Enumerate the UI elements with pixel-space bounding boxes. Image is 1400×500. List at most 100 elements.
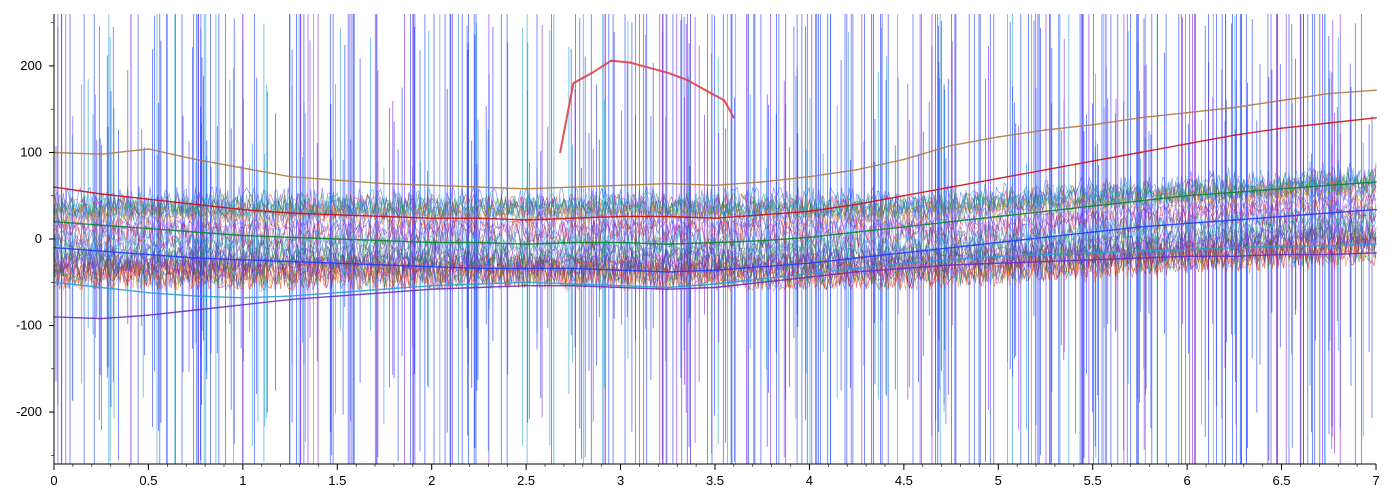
- x-tick-label: 1: [239, 473, 246, 488]
- series-point: [572, 217, 575, 219]
- series-point: [1139, 226, 1141, 228]
- series-point: [100, 286, 102, 289]
- axes-layer: 0 0.5 1 1.5 2 2.5 3 3.5 4 4.5 5 5.5 6 6.5 7 200 100 0 -100…: [16, 14, 1380, 488]
- series-point: [289, 175, 291, 178]
- series-point: [194, 231, 197, 233]
- series-point: [147, 227, 150, 230]
- series-point: [714, 283, 716, 285]
- series-point: [950, 246, 952, 249]
- series-point: [1044, 210, 1047, 213]
- series-point: [950, 186, 952, 188]
- series-point: [147, 314, 150, 317]
- series-point: [1139, 257, 1141, 259]
- series-point: [1091, 160, 1094, 162]
- series-point: [383, 182, 386, 185]
- noise-trace: [53, 232, 1377, 293]
- x-tick-label: 6.5: [1273, 473, 1291, 488]
- series-point: [591, 72, 593, 74]
- series-point: [855, 257, 858, 259]
- series-point: [619, 284, 622, 287]
- series-point: [950, 144, 952, 147]
- series-point: [1328, 212, 1330, 214]
- noise-trace: [53, 220, 1377, 277]
- series-point: [761, 265, 763, 268]
- x-tick-label: 5: [995, 473, 1002, 488]
- series-point: [808, 262, 811, 265]
- series-point: [383, 215, 386, 218]
- series-point: [100, 224, 102, 226]
- series-layer: [53, 59, 1377, 320]
- series-point: [1233, 134, 1236, 136]
- series-point: [808, 272, 811, 275]
- x-tick-label: 4.5: [895, 473, 913, 488]
- series-point: [997, 177, 1000, 180]
- series-point: [242, 234, 244, 237]
- series-point: [903, 267, 905, 270]
- series-point: [1091, 205, 1094, 207]
- series-point: [610, 59, 612, 62]
- series-point: [1280, 188, 1283, 190]
- series-point: [950, 264, 952, 266]
- series-point: [336, 238, 339, 240]
- series-point: [289, 260, 291, 263]
- series-point: [430, 184, 433, 187]
- series-point: [808, 210, 811, 213]
- series-point: [525, 284, 527, 287]
- series-point: [383, 288, 386, 291]
- series-point: [100, 153, 102, 155]
- series-point: [1186, 111, 1188, 114]
- x-tick-label: 6: [1184, 473, 1191, 488]
- series-point: [903, 158, 905, 161]
- series-point: [383, 291, 386, 294]
- series-point: [714, 286, 716, 289]
- series-point: [1044, 260, 1047, 263]
- series-point: [808, 175, 811, 178]
- series-point: [194, 158, 197, 161]
- series-point: [1328, 92, 1330, 95]
- series-point: [950, 220, 952, 223]
- y-tick-label: 100: [20, 144, 42, 159]
- series-point: [997, 255, 1000, 258]
- series-point: [383, 264, 386, 266]
- series-point: [1044, 129, 1047, 131]
- noise-trace: [53, 236, 1377, 290]
- series-point: [648, 66, 650, 69]
- x-tick-label: 1.5: [328, 473, 346, 488]
- series-point: [1375, 243, 1377, 245]
- series-point: [619, 269, 622, 272]
- series-point: [1091, 252, 1094, 254]
- series-point: [525, 267, 527, 270]
- series-point: [194, 257, 197, 259]
- y-tick-label: -100: [16, 318, 42, 333]
- series-point: [194, 203, 197, 206]
- series-point: [336, 179, 339, 181]
- series-point: [903, 262, 905, 265]
- series-point: [478, 186, 480, 188]
- x-tick-label: 7: [1372, 473, 1379, 488]
- series-point: [572, 186, 575, 188]
- series-point: [1375, 117, 1377, 119]
- series-point: [289, 212, 291, 214]
- series-point: [289, 298, 291, 301]
- x-tick-label: 3: [617, 473, 624, 488]
- series-point: [525, 219, 527, 221]
- series-point: [336, 262, 339, 265]
- series-point: [1280, 245, 1283, 247]
- series-point: [478, 267, 480, 270]
- series-point: [194, 309, 197, 311]
- series-point: [1186, 194, 1188, 197]
- series-point: [704, 89, 707, 91]
- series-point: [685, 79, 688, 81]
- series-point: [667, 286, 669, 289]
- series-point: [1280, 215, 1283, 218]
- series-point: [525, 281, 527, 284]
- x-tick-label: 4: [806, 473, 813, 488]
- series-point: [478, 241, 480, 244]
- series-point: [1139, 151, 1141, 154]
- series-point: [667, 243, 669, 245]
- series-point: [808, 236, 811, 239]
- y-tick-label: 200: [20, 58, 42, 73]
- x-tick-label: 2.5: [517, 473, 535, 488]
